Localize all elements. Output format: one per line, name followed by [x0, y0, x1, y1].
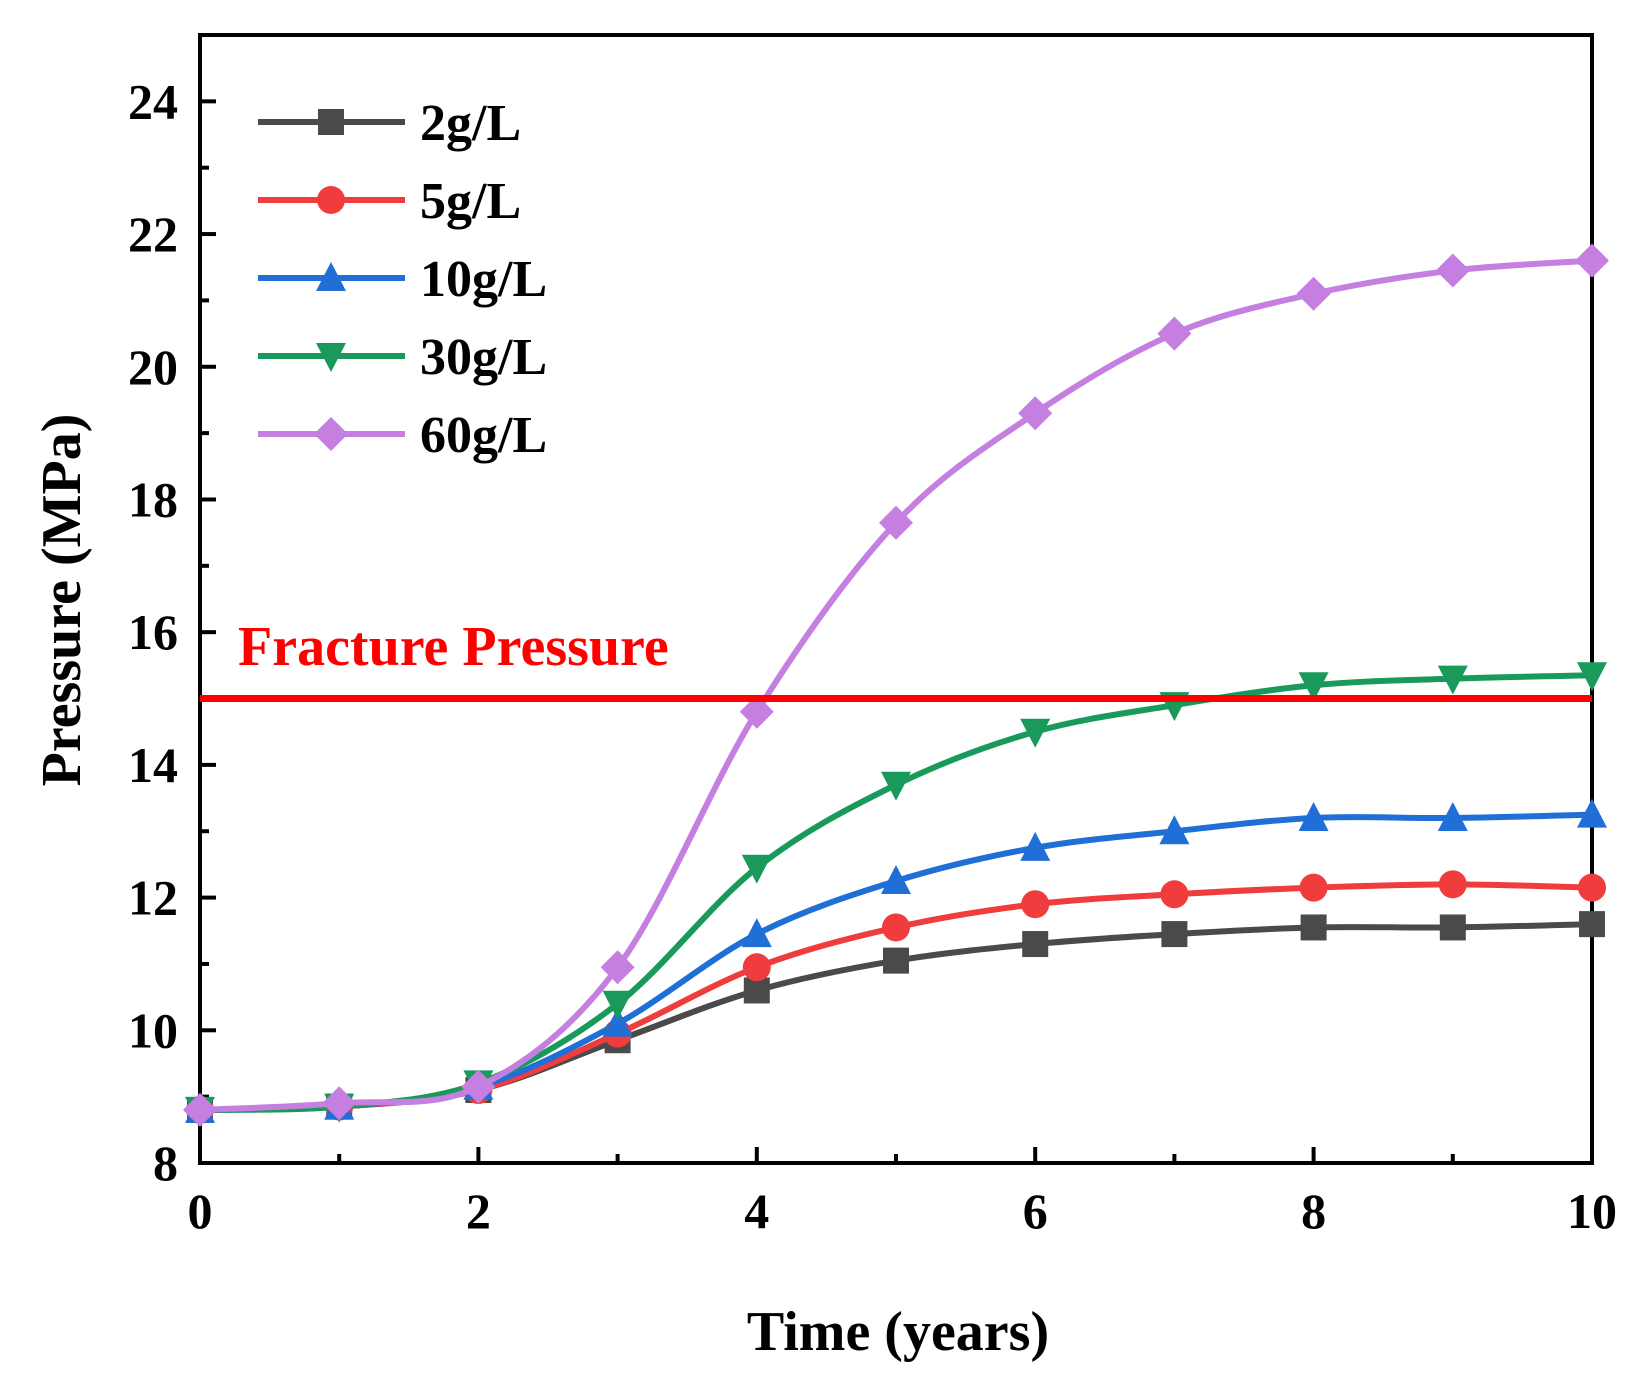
- plot-frame: [198, 33, 1594, 1165]
- series-line: [199, 257, 1593, 1113]
- x-tick-label: 4: [744, 1183, 769, 1239]
- data-point: [322, 1086, 357, 1121]
- y-tick-label: 16: [128, 604, 178, 660]
- data-point: [883, 947, 909, 974]
- data-layer: [183, 243, 1609, 1127]
- data-point: [1022, 931, 1049, 958]
- data-point: [1018, 396, 1053, 431]
- data-point: [1579, 911, 1605, 938]
- data-point: [1159, 815, 1190, 845]
- y-tick-label: 10: [128, 1002, 178, 1058]
- data-point: [602, 1007, 633, 1037]
- x-tick-label: 8: [1301, 1183, 1326, 1239]
- data-point: [1300, 914, 1327, 941]
- legend-label: 60g/L: [420, 407, 547, 464]
- data-point: [1577, 798, 1607, 828]
- data-point: [879, 505, 913, 540]
- legend-label: 10g/L: [420, 251, 547, 308]
- data-point: [1437, 801, 1468, 831]
- x-tick-label: 2: [466, 1183, 491, 1239]
- legend-item: 30g/L: [258, 329, 547, 386]
- legend-marker: [316, 262, 346, 291]
- x-axis-label: Time (years): [747, 1301, 1049, 1363]
- data-point: [1299, 873, 1328, 902]
- y-tick-label: 14: [128, 737, 178, 793]
- data-point: [1020, 718, 1051, 748]
- data-point: [881, 771, 911, 801]
- data-point: [1438, 870, 1467, 899]
- y-axis-label: Pressure (MPa): [31, 414, 93, 787]
- legend-marker: [317, 186, 345, 214]
- data-point: [1157, 316, 1192, 351]
- data-point: [1298, 801, 1329, 831]
- data-point: [1161, 921, 1188, 948]
- fracture-pressure-label: Fracture Pressure: [238, 616, 669, 678]
- y-tick-label: 22: [128, 206, 178, 262]
- x-tick-label: 10: [1567, 1183, 1617, 1239]
- data-point: [743, 977, 770, 1004]
- y-tick-label: 24: [128, 73, 178, 129]
- data-point: [1296, 276, 1331, 311]
- legend-label: 30g/L: [420, 329, 547, 386]
- x-tick-label: 6: [1023, 1183, 1048, 1239]
- data-point: [741, 854, 772, 884]
- data-point: [742, 953, 771, 982]
- data-point: [1578, 873, 1606, 902]
- data-point: [881, 865, 911, 894]
- data-point: [1439, 914, 1466, 941]
- series-5g/L: [186, 870, 1606, 1124]
- x-tick-label: 0: [188, 1183, 213, 1239]
- legend-marker: [314, 417, 348, 451]
- legend-item: 5g/L: [258, 173, 521, 230]
- data-point: [1435, 253, 1470, 288]
- data-point: [1021, 890, 1050, 919]
- data-point: [600, 950, 635, 985]
- data-point: [741, 918, 772, 948]
- legend-marker: [318, 109, 344, 135]
- data-point: [1437, 665, 1468, 695]
- legend-item: 2g/L: [258, 95, 521, 152]
- data-point: [739, 694, 774, 729]
- series-60g/L: [183, 243, 1609, 1127]
- legend-item: 60g/L: [258, 407, 547, 464]
- series-line: [199, 672, 1593, 1113]
- data-point: [1575, 243, 1609, 278]
- series-2g/L: [187, 911, 1605, 1123]
- data-point: [1020, 831, 1051, 861]
- legend-label: 5g/L: [420, 173, 521, 230]
- data-point: [1160, 880, 1189, 909]
- data-point: [1298, 672, 1329, 702]
- legend: 2g/L 5g/L 10g/L 30g/L 60g/L: [258, 95, 547, 464]
- data-point: [461, 1069, 496, 1104]
- y-tick-label: 20: [128, 339, 178, 395]
- data-point: [602, 990, 633, 1020]
- y-tick-label: 12: [128, 870, 178, 926]
- legend-label: 2g/L: [420, 95, 521, 152]
- series-30g/L: [185, 662, 1607, 1126]
- legend-marker: [316, 343, 346, 372]
- data-point: [183, 1092, 217, 1127]
- y-tick-label: 18: [128, 471, 178, 527]
- data-point: [1577, 662, 1607, 692]
- data-point: [882, 913, 910, 942]
- y-tick-label: 8: [153, 1135, 178, 1191]
- legend-item: 10g/L: [258, 251, 547, 308]
